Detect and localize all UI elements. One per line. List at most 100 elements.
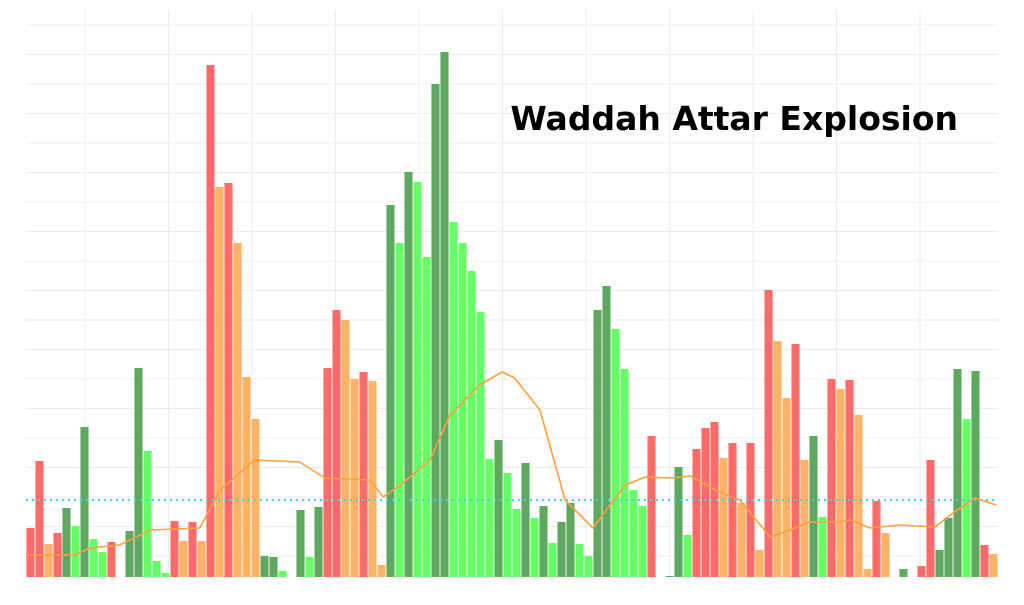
bar [305,557,314,577]
bar [26,528,35,577]
bar [710,422,719,577]
bar [746,443,755,577]
bar [530,518,539,577]
bar [260,556,269,577]
bar [611,329,620,577]
bar [566,503,575,577]
bar [836,389,845,577]
bar [917,566,926,577]
bar [224,183,233,577]
bar [107,542,116,577]
bar [629,490,638,577]
bar [665,576,674,577]
bars [26,52,998,577]
bar [728,443,737,577]
bar [809,436,818,577]
bar [440,52,449,577]
bar [188,522,197,577]
bar [989,554,998,577]
average-line [26,371,997,556]
bar [737,503,746,577]
bar [800,460,809,577]
bar [449,222,458,577]
bar [368,381,377,577]
bar [233,243,242,577]
bar [35,461,44,577]
bar [962,419,971,577]
bar [71,526,80,577]
bar [620,369,629,577]
bar [350,379,359,577]
bar [557,522,566,577]
bar [503,473,512,577]
bar [638,506,647,577]
bar [206,65,215,577]
bar [539,506,548,577]
bar [818,517,827,577]
lines [26,371,998,556]
bar [683,535,692,577]
bar [143,451,152,577]
bar [863,569,872,577]
bar [161,573,170,577]
bar [251,419,260,577]
bar [89,539,98,577]
bar [242,377,251,577]
bar [602,286,611,577]
bar [395,243,404,577]
bar [323,368,332,577]
bar [971,371,980,577]
bar [125,531,134,577]
bar [854,415,863,577]
bar [692,449,701,577]
bar [215,187,224,577]
bar [575,544,584,577]
bar [773,341,782,577]
bar [359,372,368,577]
bar [512,509,521,577]
bar [341,320,350,577]
bar [521,463,530,577]
bar [152,561,161,577]
bar [647,436,656,577]
bar [485,459,494,577]
bar [899,569,908,577]
bar [269,557,278,577]
bar [701,428,710,577]
bar [935,550,944,577]
bar [953,369,962,577]
bar [134,368,143,577]
bar [413,182,422,577]
bar [593,310,602,577]
bar [332,310,341,577]
bar [80,427,89,577]
bar [62,508,71,577]
bar [719,458,728,577]
bar [431,84,440,577]
bar [674,467,683,577]
chart-title: Waddah Attar Explosion [510,99,958,138]
bar [548,543,557,577]
bar [764,290,773,577]
bar [944,518,953,577]
bar [755,550,764,577]
bar [404,172,413,577]
bar [494,440,503,577]
bar [584,556,593,577]
bar [422,257,431,577]
bar [872,501,881,577]
bar [467,271,476,577]
bar [314,507,323,577]
bar [278,571,287,577]
bar [98,552,107,577]
bar [845,380,854,577]
bar [197,541,206,577]
bar [782,398,791,577]
bar [386,205,395,577]
bar [791,344,800,577]
bar [458,243,467,577]
bar [296,510,305,577]
bar [476,312,485,577]
bar [980,545,989,577]
